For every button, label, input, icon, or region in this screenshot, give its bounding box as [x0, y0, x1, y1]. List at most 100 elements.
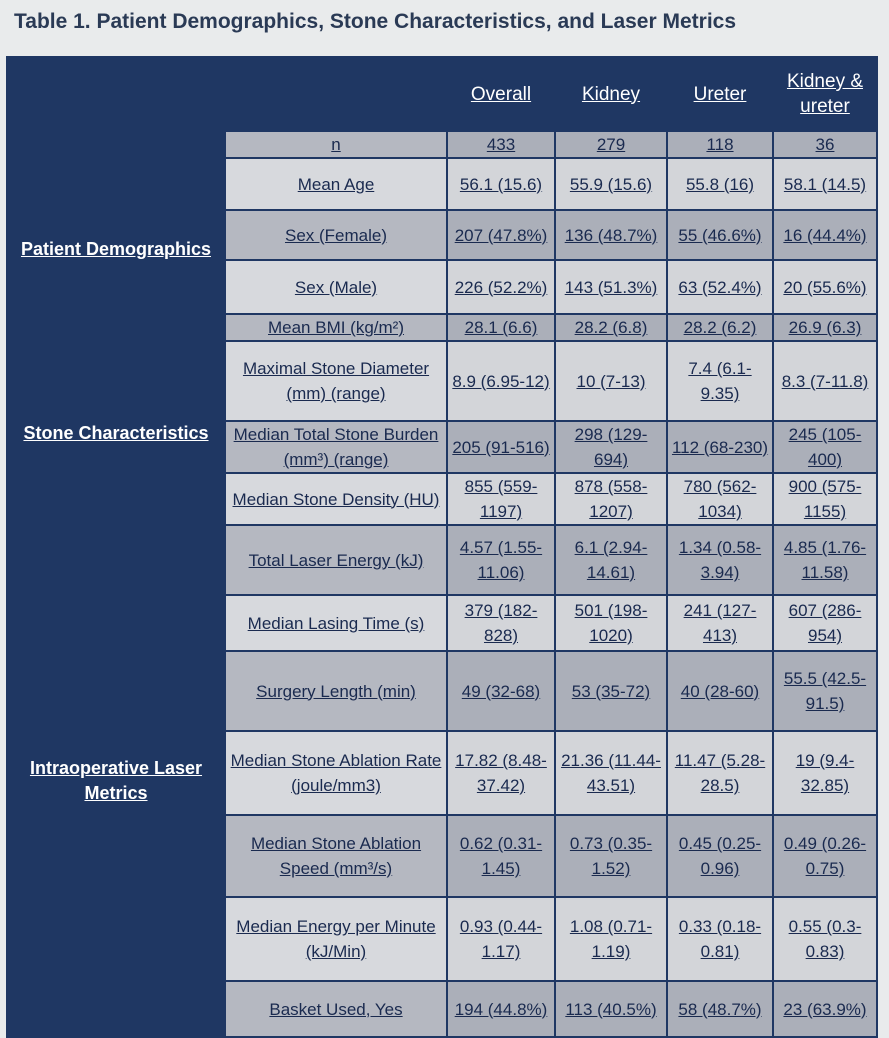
cell-value: 245 (105-400)	[772, 420, 878, 474]
cell-value: 6.1 (2.94-14.61)	[554, 524, 668, 596]
row-label: Sex (Male)	[224, 259, 448, 315]
cell-value: 1.34 (0.58-3.94)	[666, 524, 774, 596]
cell-value: 878 (558-1207)	[554, 472, 668, 526]
group-intraoperative-laser-metrics: Intraoperative Laser Metrics	[6, 524, 226, 1038]
cell-value: 8.3 (7-11.8)	[772, 340, 878, 422]
table-row: Mean BMI (kg/m²) 28.1 (6.6) 28.2 (6.8) 2…	[7, 313, 878, 342]
cell-value: 607 (286-954)	[772, 594, 878, 652]
row-label: Median Stone Ablation Rate (joule/mm3)	[224, 730, 448, 816]
cell-value: 63 (52.4%)	[666, 259, 774, 315]
cell-value: 0.33 (0.18-0.81)	[666, 896, 774, 982]
row-label: Median Stone Ablation Speed (mm³/s)	[224, 814, 448, 898]
row-label: n	[224, 130, 448, 159]
table-row: n 433 279 118 36	[6, 130, 878, 159]
cell-value: 205 (91-516)	[446, 420, 556, 474]
table-row: Intraoperative Laser Metrics Total Laser…	[6, 524, 878, 1038]
cell-value: 136 (48.7%)	[554, 209, 668, 261]
table-row: Median Total Stone Burden (mm³) (range) …	[7, 420, 878, 474]
cell-value: 20 (55.6%)	[772, 259, 878, 315]
row-label: Median Total Stone Burden (mm³) (range)	[224, 420, 448, 474]
cell-value: 780 (562-1034)	[666, 472, 774, 526]
cell-value: 56.1 (15.6)	[446, 157, 556, 211]
cell-value: 55.9 (15.6)	[554, 157, 668, 211]
table-row: Stone Characteristics Maximal Stone Diam…	[6, 340, 878, 526]
cell-value: 4.57 (1.55-11.06)	[446, 524, 556, 596]
cell-value: 298 (129-694)	[554, 420, 668, 474]
cell-value: 7.4 (6.1-9.35)	[666, 340, 774, 422]
header-row: Overall Kidney Ureter Kidney & ureter	[6, 56, 878, 132]
table-row: Median Stone Density (HU) 855 (559-1197)…	[7, 472, 878, 526]
row-label: Surgery Length (min)	[224, 650, 448, 732]
cell-value: 194 (44.8%)	[446, 980, 556, 1038]
cell-value: 0.93 (0.44-1.17)	[446, 896, 556, 982]
cell-value: 855 (559-1197)	[446, 472, 556, 526]
cell-value: 28.2 (6.2)	[666, 313, 774, 342]
table-row: Sex (Female) 207 (47.8%) 136 (48.7%) 55 …	[7, 209, 878, 261]
cell-value: 23 (63.9%)	[772, 980, 878, 1038]
cell-value: 143 (51.3%)	[554, 259, 668, 315]
cell-value: 4.85 (1.76-11.58)	[772, 524, 878, 596]
cell-value: 1.08 (0.71-1.19)	[554, 896, 668, 982]
cell-value: 19 (9.4-32.85)	[772, 730, 878, 816]
cell-value: 226 (52.2%)	[446, 259, 556, 315]
cell-value: 49 (32-68)	[446, 650, 556, 732]
demographics-table: Overall Kidney Ureter Kidney & ureter n …	[6, 56, 878, 1038]
cell-value: 36	[772, 130, 878, 159]
cell-value: 28.2 (6.8)	[554, 313, 668, 342]
cell-value: 0.62 (0.31-1.45)	[446, 814, 556, 898]
cell-value: 16 (44.4%)	[772, 209, 878, 261]
cell-value: 11.47 (5.28-28.5)	[666, 730, 774, 816]
col-header-kidney: Kidney	[554, 56, 668, 132]
cell-value: 0.55 (0.3-0.83)	[772, 896, 878, 982]
cell-value: 28.1 (6.6)	[446, 313, 556, 342]
table-row: Surgery Length (min) 49 (32-68) 53 (35-7…	[7, 650, 878, 732]
table-row: Median Lasing Time (s) 379 (182-828) 501…	[7, 594, 878, 652]
row-label: Mean BMI (kg/m²)	[224, 313, 448, 342]
cell-value: 0.45 (0.25-0.96)	[666, 814, 774, 898]
cell-value: 10 (7-13)	[554, 340, 668, 422]
cell-value: 55 (46.6%)	[666, 209, 774, 261]
cell-value: 55.8 (16)	[666, 157, 774, 211]
row-label: Basket Used, Yes	[224, 980, 448, 1038]
cell-value: 241 (127-413)	[666, 594, 774, 652]
cell-value: 433	[446, 130, 556, 159]
cell-value: 53 (35-72)	[554, 650, 668, 732]
cell-value: 112 (68-230)	[666, 420, 774, 474]
header-blank-label	[224, 56, 448, 132]
col-header-ureter: Ureter	[666, 56, 774, 132]
row-label: Mean Age	[224, 157, 448, 211]
cell-value: 40 (28-60)	[666, 650, 774, 732]
cell-value: 118	[666, 130, 774, 159]
group-blank	[6, 130, 226, 159]
cell-value: 58 (48.7%)	[666, 980, 774, 1038]
col-header-kidney-ureter: Kidney & ureter	[772, 56, 878, 132]
cell-value: 900 (575-1155)	[772, 472, 878, 526]
cell-value: 26.9 (6.3)	[772, 313, 878, 342]
col-header-overall: Overall	[446, 56, 556, 132]
table-row: Sex (Male) 226 (52.2%) 143 (51.3%) 63 (5…	[7, 259, 878, 315]
cell-value: 0.49 (0.26-0.75)	[772, 814, 878, 898]
table-row: Basket Used, Yes 194 (44.8%) 113 (40.5%)…	[7, 980, 878, 1038]
cell-value: 279	[554, 130, 668, 159]
cell-value: 55.5 (42.5-91.5)	[772, 650, 878, 732]
cell-value: 379 (182-828)	[446, 594, 556, 652]
group-stone-characteristics: Stone Characteristics	[6, 340, 226, 526]
cell-value: 21.36 (11.44-43.51)	[554, 730, 668, 816]
row-label: Sex (Female)	[224, 209, 448, 261]
row-label: Total Laser Energy (kJ)	[224, 524, 448, 596]
row-label: Maximal Stone Diameter (mm) (range)	[224, 340, 448, 422]
table-row: Median Stone Ablation Speed (mm³/s) 0.62…	[7, 814, 878, 898]
cell-value: 17.82 (8.48-37.42)	[446, 730, 556, 816]
row-label: Median Stone Density (HU)	[224, 472, 448, 526]
row-label: Median Lasing Time (s)	[224, 594, 448, 652]
group-patient-demographics: Patient Demographics	[6, 157, 226, 342]
header-blank-group	[6, 56, 226, 132]
cell-value: 8.9 (6.95-12)	[446, 340, 556, 422]
cell-value: 0.73 (0.35-1.52)	[554, 814, 668, 898]
cell-value: 207 (47.8%)	[446, 209, 556, 261]
row-label: Median Energy per Minute (kJ/Min)	[224, 896, 448, 982]
table-row: Median Energy per Minute (kJ/Min) 0.93 (…	[7, 896, 878, 982]
cell-value: 58.1 (14.5)	[772, 157, 878, 211]
cell-value: 113 (40.5%)	[554, 980, 668, 1038]
cell-value: 501 (198-1020)	[554, 594, 668, 652]
